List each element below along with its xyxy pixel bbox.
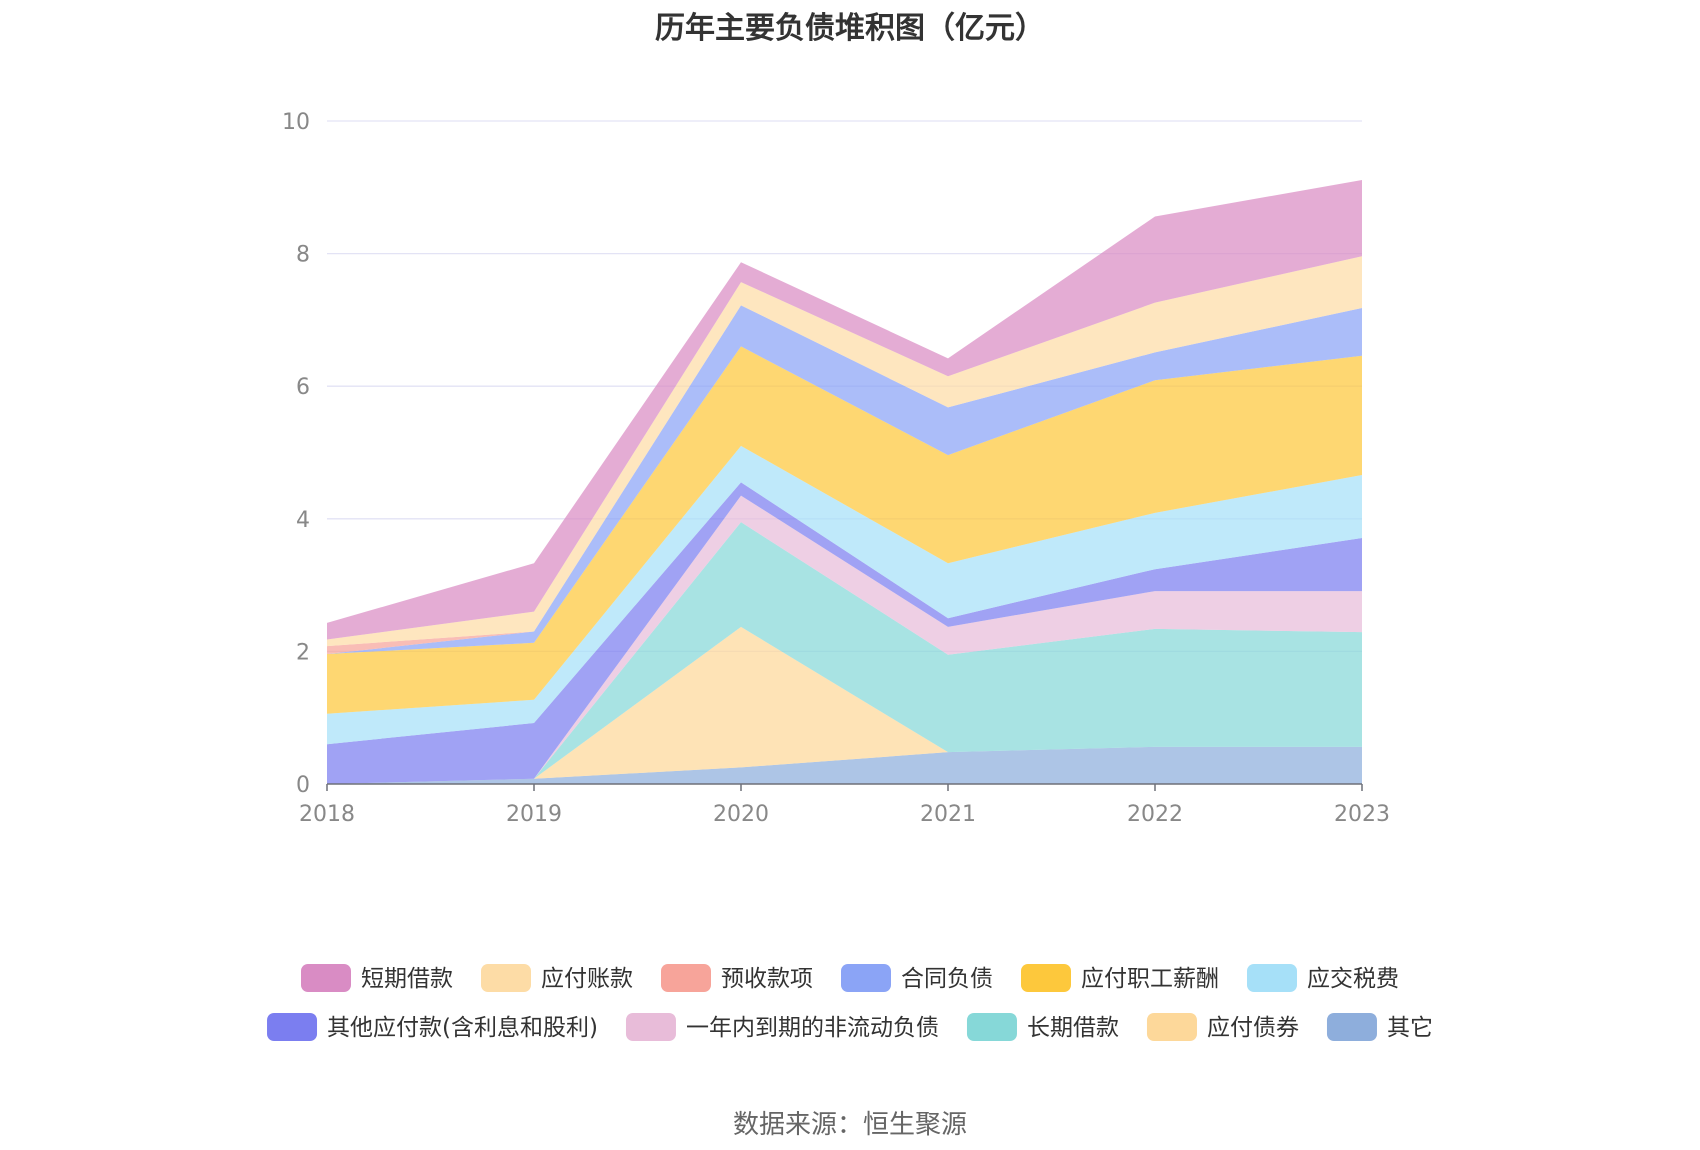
legend-item[interactable]: 应付账款 [481, 964, 633, 992]
area-series-10 [327, 180, 1362, 640]
y-tick-label: 8 [296, 243, 310, 268]
legend-swatch [267, 1013, 318, 1041]
area-series-4 [327, 482, 1362, 784]
data-source-label: 数据来源：恒生聚源 [733, 1110, 967, 1140]
legend-swatch [481, 964, 531, 992]
x-tick-label: 2020 [713, 802, 769, 827]
axes: 2018 2019 2020 2021 2022 2023 0 2 4 6 8 10 [282, 110, 1390, 827]
legend-item[interactable]: 预收款项 [661, 964, 813, 992]
legend-swatch [1326, 1013, 1377, 1041]
x-tick-label: 2022 [1127, 802, 1183, 827]
legend-swatch [1146, 1013, 1197, 1041]
legend-label: 短期借款 [361, 966, 453, 992]
legend-item[interactable]: 应付职工薪酬 [1021, 964, 1219, 992]
area-series [327, 180, 1362, 784]
y-tick-label: 2 [296, 640, 310, 665]
legend-swatch [661, 964, 711, 992]
y-tick-label: 4 [296, 508, 310, 533]
legend-item[interactable]: 一年内到期的非流动负债 [625, 1013, 939, 1041]
area-series-6 [327, 346, 1362, 714]
legend-swatch [301, 964, 351, 992]
legend-item[interactable]: 应交税费 [1247, 964, 1399, 992]
legend-label: 预收款项 [721, 966, 813, 992]
legend-swatch [1247, 964, 1297, 992]
area-series-3 [327, 495, 1362, 784]
legend-label: 长期借款 [1027, 1015, 1119, 1041]
legend-label: 一年内到期的非流动负债 [686, 1015, 939, 1041]
x-tick-label: 2019 [506, 802, 562, 827]
y-tick-label: 0 [296, 773, 310, 798]
legend-swatch [841, 964, 891, 992]
area-series-0 [327, 746, 1362, 784]
area-series-1 [327, 626, 1362, 784]
legend-item[interactable]: 其它 [1326, 1013, 1433, 1041]
legend-label: 应交税费 [1307, 966, 1399, 992]
legend-label: 合同负债 [901, 966, 993, 992]
legend-item[interactable]: 应付债券 [1146, 1013, 1299, 1041]
legend-label: 应付债券 [1207, 1015, 1299, 1041]
legend-swatch [1021, 964, 1071, 992]
y-tick-label: 10 [282, 110, 310, 135]
chart-title: 历年主要负债堆积图（亿元） [655, 11, 1045, 46]
area-series-2 [327, 522, 1362, 784]
area-series-5 [327, 445, 1362, 745]
legend-label: 其他应付款(含利息和股利) [327, 1015, 598, 1041]
y-tick-label: 6 [296, 375, 310, 400]
x-tick-label: 2021 [920, 802, 976, 827]
legend-item[interactable]: 合同负债 [841, 964, 993, 992]
x-tick-label: 2023 [1334, 802, 1390, 827]
legend-swatch [625, 1013, 676, 1041]
area-series-9 [327, 256, 1362, 647]
legend-swatch [966, 1013, 1017, 1041]
legend-label: 应付职工薪酬 [1081, 966, 1219, 992]
legend-item[interactable]: 长期借款 [966, 1013, 1119, 1041]
legend-label: 其它 [1387, 1015, 1433, 1041]
area-series-7 [327, 305, 1362, 655]
x-tick-label: 2018 [299, 802, 355, 827]
legend-label: 应付账款 [541, 966, 633, 992]
legend-item[interactable]: 其他应付款(含利息和股利) [267, 1013, 598, 1041]
legend-item[interactable]: 短期借款 [301, 964, 453, 992]
